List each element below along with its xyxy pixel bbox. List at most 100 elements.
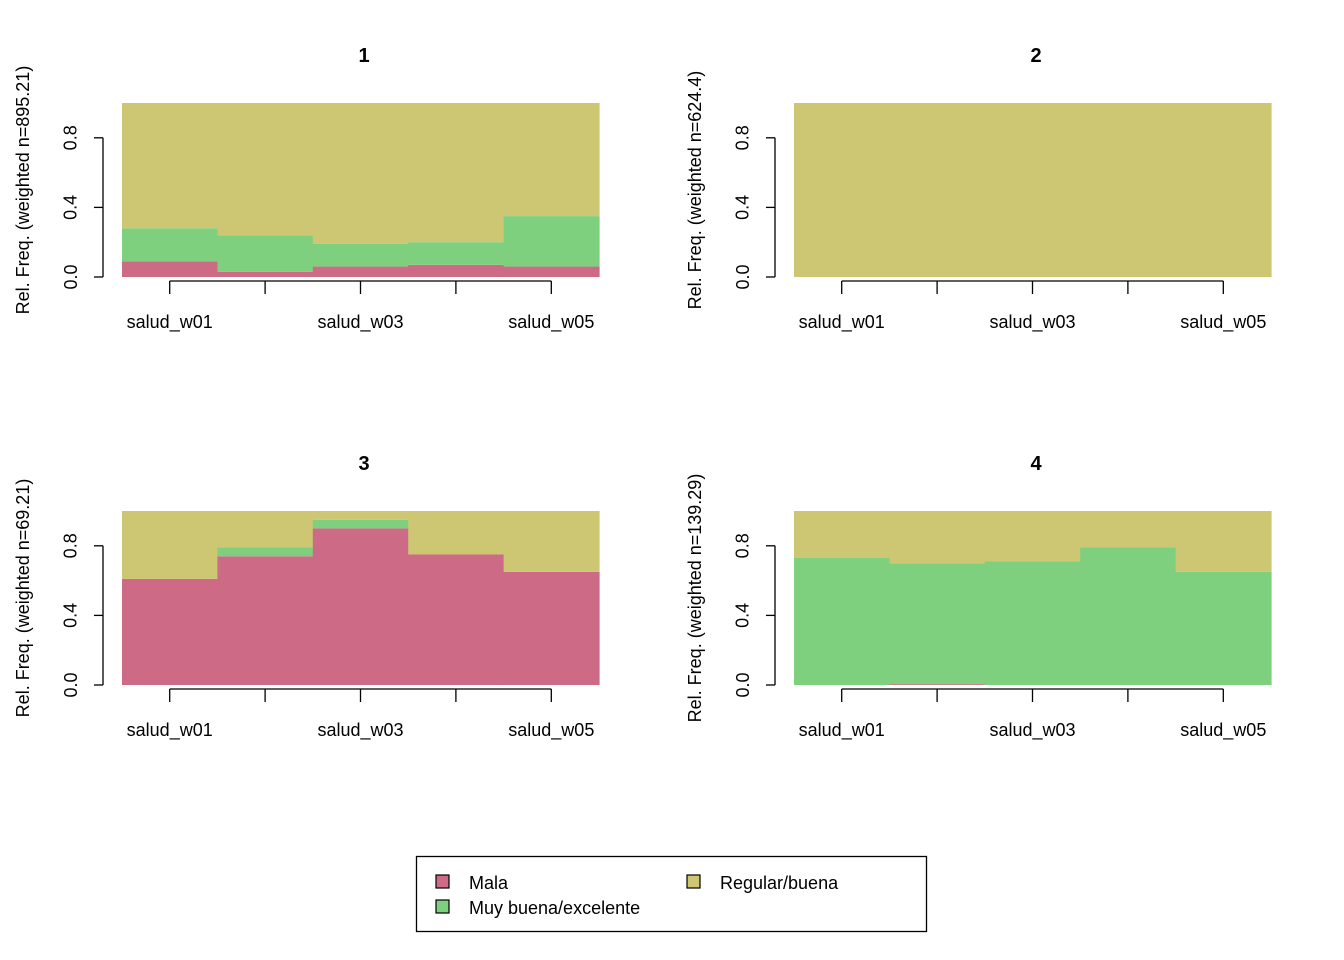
legend-label: Regular/buena <box>720 873 839 893</box>
y-axis-label: Rel. Freq. (weighted n=139.29) <box>685 474 705 723</box>
x-tick-label: salud_w05 <box>508 312 594 333</box>
bar-regular-buena-salud_w01 <box>122 103 218 229</box>
bar-regular-buena-salud_w03 <box>312 511 409 520</box>
bar-regular-buena-salud_w02 <box>217 511 314 548</box>
y-tick-label: 0.4 <box>61 195 81 220</box>
bar-regular-buena-salud_w04 <box>408 511 505 555</box>
bar-mala-salud_w01 <box>122 261 218 277</box>
legend-swatch <box>435 899 450 914</box>
bar-regular-buena-salud_w03 <box>984 103 1081 277</box>
bar-muy-buena-excelente-salud_w04 <box>408 242 505 265</box>
y-axis: 0.0 0.4 0.8 <box>61 125 104 290</box>
y-axis-label: Rel. Freq. (weighted n=69.21) <box>13 479 33 718</box>
bar-mala-salud_w02 <box>217 556 314 685</box>
y-tick-label: 0.8 <box>733 125 753 150</box>
bar-muy-buena-excelente-salud_w04 <box>1080 547 1177 685</box>
bar-muy-buena-excelente-salud_w01 <box>794 557 890 685</box>
bar-mala-salud_w05 <box>503 571 600 685</box>
bar-regular-buena-salud_w01 <box>794 511 890 558</box>
bar-regular-buena-salud_w04 <box>1080 511 1177 548</box>
bar-regular-buena-salud_w02 <box>889 511 986 564</box>
bar-regular-buena-salud_w05 <box>503 103 600 217</box>
bar-regular-buena-salud_w05 <box>1175 103 1272 277</box>
y-axis: 0.0 0.4 0.8 <box>61 533 104 698</box>
y-tick-label: 0.4 <box>61 603 81 628</box>
y-tick-label: 0.4 <box>733 603 753 628</box>
bar-muy-buena-excelente-salud_w05 <box>503 216 600 267</box>
bar-muy-buena-excelente-salud_w05 <box>1175 571 1272 685</box>
bar-regular-buena-salud_w05 <box>503 511 600 572</box>
bar-mala-salud_w05 <box>503 266 600 277</box>
legend-item-mala: Mala <box>435 873 509 893</box>
bar-mala-salud_w03 <box>312 528 409 685</box>
x-tick-label: salud_w03 <box>989 720 1075 741</box>
legend-item-regular-buena: Regular/buena <box>686 873 839 893</box>
panel-title: 4 <box>1030 453 1042 475</box>
bar-muy-buena-excelente-salud_w03 <box>984 561 1081 685</box>
x-tick-label: salud_w05 <box>1180 312 1266 333</box>
y-axis-label: Rel. Freq. (weighted n=895.21) <box>13 66 33 315</box>
x-axis: salud_w01 salud_w03 salud_w05 <box>799 280 1266 333</box>
panel-title: 1 <box>358 45 369 67</box>
bar-muy-buena-excelente-salud_w02 <box>217 235 314 272</box>
panel-1: 1 0.0 0.4 0.8 Rel. Freq. (weighted n=895.21)… <box>13 45 600 333</box>
legend-label: Mala <box>469 873 509 893</box>
panel-title: 2 <box>1030 45 1041 67</box>
bar-mala-salud_w02 <box>889 684 986 685</box>
y-axis: 0.0 0.4 0.8 <box>733 125 776 290</box>
bar-regular-buena-salud_w04 <box>1080 103 1177 277</box>
x-tick-label: salud_w03 <box>989 312 1075 333</box>
x-tick-label: salud_w01 <box>127 720 213 741</box>
bar-mala-salud_w01 <box>122 578 218 685</box>
panel-title: 3 <box>358 453 369 475</box>
x-tick-label: salud_w01 <box>799 720 885 741</box>
bar-mala-salud_w04 <box>408 264 505 277</box>
legend: Mala Muy buena/excelente Regular/buena <box>415 855 928 933</box>
x-tick-label: salud_w05 <box>1180 720 1266 741</box>
y-tick-label: 0.0 <box>61 264 81 289</box>
bar-mala-salud_w04 <box>408 554 505 685</box>
bar-regular-buena-salud_w02 <box>889 103 986 277</box>
x-axis: salud_w01 salud_w03 salud_w05 <box>799 688 1266 741</box>
bar-regular-buena-salud_w03 <box>984 511 1081 562</box>
bar-regular-buena-salud_w01 <box>122 511 218 579</box>
bar-mala-salud_w03 <box>312 266 409 277</box>
panel-4: 4 0.0 0.4 0.8 Rel. Freq. (weighted n=139.29)… <box>685 453 1272 741</box>
bar-muy-buena-excelente-salud_w03 <box>312 243 409 267</box>
legend-swatch <box>686 874 701 889</box>
bar-muy-buena-excelente-salud_w02 <box>889 563 986 685</box>
y-tick-label: 0.0 <box>733 264 753 289</box>
bar-regular-buena-salud_w03 <box>312 103 409 244</box>
legend-label: Muy buena/excelente <box>469 898 640 918</box>
y-axis-label: Rel. Freq. (weighted n=624.4) <box>685 71 705 310</box>
bar-muy-buena-excelente-salud_w01 <box>122 228 218 262</box>
x-tick-label: salud_w01 <box>127 312 213 333</box>
y-tick-label: 0.0 <box>733 672 753 697</box>
x-tick-label: salud_w01 <box>799 312 885 333</box>
bar-regular-buena-salud_w04 <box>408 103 505 243</box>
bar-regular-buena-salud_w01 <box>794 103 890 277</box>
x-tick-label: salud_w05 <box>508 720 594 741</box>
y-tick-label: 0.4 <box>733 195 753 220</box>
x-tick-label: salud_w03 <box>317 312 403 333</box>
x-axis: salud_w01 salud_w03 salud_w05 <box>127 280 594 333</box>
y-tick-label: 0.8 <box>61 125 81 150</box>
bar-regular-buena-salud_w05 <box>1175 511 1272 572</box>
x-tick-label: salud_w03 <box>317 720 403 741</box>
y-axis: 0.0 0.4 0.8 <box>733 533 776 698</box>
panel-2: 2 0.0 0.4 0.8 Rel. Freq. (weighted n=624.4) s… <box>685 45 1272 333</box>
x-axis: salud_w01 salud_w03 salud_w05 <box>127 688 594 741</box>
legend-item-muy-buena-excelente: Muy buena/excelente <box>435 898 640 918</box>
legend-box <box>415 855 928 933</box>
y-tick-label: 0.0 <box>61 672 81 697</box>
bar-regular-buena-salud_w02 <box>217 103 314 236</box>
chart-panels: 1 0.0 0.4 0.8 Rel. Freq. (weighted n=895.21)… <box>13 45 1272 741</box>
bar-muy-buena-excelente-salud_w03 <box>312 519 409 529</box>
y-tick-label: 0.8 <box>733 533 753 558</box>
bar-muy-buena-excelente-salud_w02 <box>217 547 314 557</box>
bar-mala-salud_w02 <box>217 271 314 277</box>
panel-3: 3 0.0 0.4 0.8 Rel. Freq. (weighted n=69.21) s… <box>13 453 600 741</box>
legend-swatch <box>435 874 450 889</box>
y-tick-label: 0.8 <box>61 533 81 558</box>
